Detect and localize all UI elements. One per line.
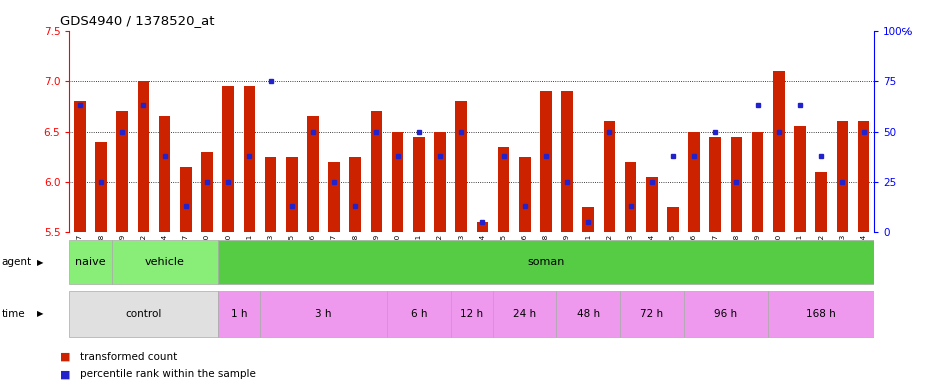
Bar — [773, 71, 784, 232]
Bar — [69, 240, 112, 284]
Bar — [583, 207, 594, 232]
Bar — [112, 240, 217, 284]
Text: time: time — [2, 309, 26, 319]
Bar — [350, 157, 361, 232]
Bar — [180, 167, 191, 232]
Bar — [95, 142, 107, 232]
Bar — [260, 291, 387, 337]
Bar — [455, 101, 467, 232]
Bar — [392, 131, 403, 232]
Bar — [387, 291, 450, 337]
Text: ■: ■ — [60, 369, 70, 379]
Bar — [620, 291, 684, 337]
Bar — [795, 126, 806, 232]
Text: 48 h: 48 h — [576, 309, 599, 319]
Text: soman: soman — [527, 257, 564, 267]
Text: 3 h: 3 h — [315, 309, 332, 319]
Bar — [328, 162, 339, 232]
Bar — [857, 121, 869, 232]
Text: transformed count: transformed count — [80, 352, 178, 362]
Text: percentile rank within the sample: percentile rank within the sample — [80, 369, 256, 379]
Bar — [476, 222, 488, 232]
Bar — [217, 240, 874, 284]
Bar — [561, 91, 573, 232]
Text: agent: agent — [2, 257, 32, 267]
Bar — [202, 152, 213, 232]
Bar — [709, 137, 722, 232]
Bar — [604, 121, 615, 232]
Text: vehicle: vehicle — [144, 257, 185, 267]
Bar — [815, 172, 827, 232]
Bar — [769, 291, 874, 337]
Bar — [836, 121, 848, 232]
Text: naive: naive — [75, 257, 105, 267]
Bar — [752, 131, 763, 232]
Bar — [688, 131, 700, 232]
Text: 1 h: 1 h — [230, 309, 247, 319]
Bar — [413, 137, 425, 232]
Text: ■: ■ — [60, 352, 70, 362]
Bar — [646, 177, 658, 232]
Bar — [286, 157, 298, 232]
Bar — [222, 86, 234, 232]
Bar — [159, 116, 170, 232]
Text: 96 h: 96 h — [714, 309, 737, 319]
Bar — [493, 291, 557, 337]
Text: control: control — [125, 309, 162, 319]
Bar — [138, 81, 149, 232]
Bar — [498, 147, 510, 232]
Text: GDS4940 / 1378520_at: GDS4940 / 1378520_at — [60, 14, 215, 27]
Bar — [307, 116, 319, 232]
Bar — [117, 111, 129, 232]
Text: 6 h: 6 h — [411, 309, 427, 319]
Text: 72 h: 72 h — [640, 309, 663, 319]
Bar — [519, 157, 531, 232]
Bar — [731, 137, 742, 232]
Bar — [217, 291, 260, 337]
Bar — [684, 291, 769, 337]
Bar — [371, 111, 382, 232]
Text: 168 h: 168 h — [807, 309, 836, 319]
Text: ▶: ▶ — [37, 258, 43, 266]
Bar — [450, 291, 493, 337]
Bar — [265, 157, 277, 232]
Bar — [540, 91, 551, 232]
Bar — [69, 291, 217, 337]
Bar — [74, 101, 86, 232]
Bar — [624, 162, 636, 232]
Bar — [667, 207, 679, 232]
Bar — [243, 86, 255, 232]
Text: ▶: ▶ — [37, 310, 43, 318]
Bar — [434, 131, 446, 232]
Text: 12 h: 12 h — [461, 309, 483, 319]
Bar — [557, 291, 620, 337]
Text: 24 h: 24 h — [513, 309, 536, 319]
